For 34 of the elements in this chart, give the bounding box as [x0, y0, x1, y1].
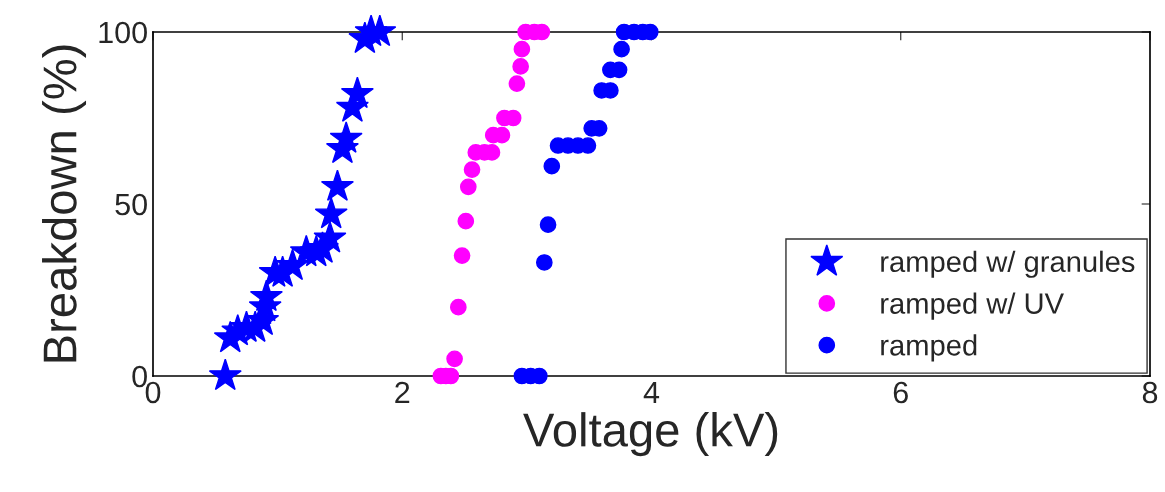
point [340, 76, 374, 109]
point [535, 254, 553, 271]
point [539, 216, 557, 233]
legend-label: ramped w/ UV [881, 292, 1064, 320]
x-tick-label: 4 [643, 381, 660, 403]
x-tick-label: 2 [395, 381, 410, 403]
point [446, 350, 463, 368]
point [313, 221, 347, 253]
point [457, 212, 475, 230]
point [453, 247, 471, 264]
point [276, 248, 310, 281]
x-tick-label: 8 [1142, 381, 1158, 404]
point [463, 161, 481, 178]
y-tick-label: 50 [115, 193, 147, 216]
point [513, 40, 531, 58]
point [459, 178, 477, 196]
y-tick-label: 100 [99, 21, 147, 44]
point [208, 358, 242, 391]
y-tick-label: 0 [132, 365, 147, 388]
point [329, 121, 363, 153]
point [508, 75, 526, 92]
point [249, 279, 283, 312]
legend-label: ramped [881, 334, 977, 362]
y-axis-title: Breakdown (%) [42, 45, 87, 362]
legend-label: ramped w/ granules [881, 250, 1135, 278]
point [449, 298, 467, 316]
point [613, 40, 630, 58]
point [320, 169, 354, 201]
point [512, 58, 529, 75]
point [314, 196, 348, 229]
x-axis-title: Voltage (kV) [523, 412, 778, 457]
x-tick-label: 6 [893, 381, 908, 404]
x-tick-label: 0 [145, 381, 161, 404]
point [543, 157, 561, 175]
